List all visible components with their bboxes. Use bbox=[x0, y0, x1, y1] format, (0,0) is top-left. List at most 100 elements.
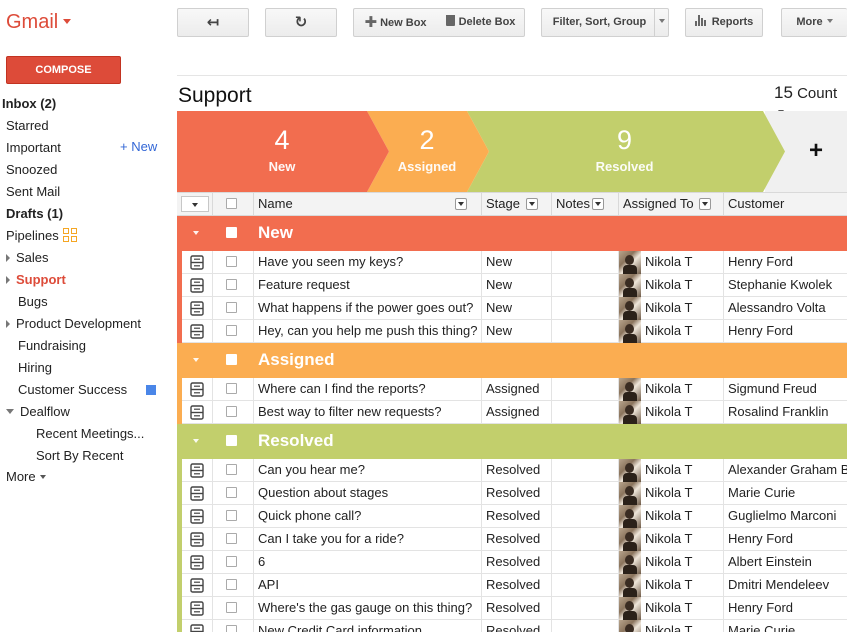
table-row[interactable]: Quick phone call? Resolved Nikola T Gugliel… bbox=[177, 505, 847, 528]
cell-stage[interactable]: Assigned bbox=[482, 401, 552, 424]
row-checkbox[interactable] bbox=[226, 533, 237, 544]
collapse-arrow-icon[interactable] bbox=[193, 439, 199, 443]
cell-stage[interactable]: New bbox=[482, 320, 552, 343]
cell-customer[interactable]: Albert Einstein bbox=[728, 554, 812, 569]
box-icon[interactable] bbox=[190, 509, 204, 524]
row-checkbox[interactable] bbox=[226, 625, 237, 632]
table-row[interactable]: API Resolved Nikola T Dmitri Mendeleev bbox=[177, 574, 847, 597]
table-row[interactable]: Where's the gas gauge on this thing? Reso… bbox=[177, 597, 847, 620]
column-header-name[interactable]: Name bbox=[254, 193, 482, 215]
cell-name[interactable]: What happens if the power goes out? bbox=[254, 297, 482, 320]
cell-assigned-to[interactable]: Nikola T bbox=[619, 274, 724, 297]
cell-assigned-to[interactable]: Nikola T bbox=[619, 401, 724, 424]
row-checkbox[interactable] bbox=[226, 556, 237, 567]
box-icon[interactable] bbox=[190, 301, 204, 316]
cell-stage[interactable]: Resolved bbox=[482, 505, 552, 528]
row-checkbox[interactable] bbox=[226, 602, 237, 613]
cell-customer[interactable]: Henry Ford bbox=[728, 254, 794, 269]
cell-notes[interactable] bbox=[552, 401, 619, 424]
cell-assigned-to[interactable]: Nikola T bbox=[619, 551, 724, 574]
back-button[interactable]: ↤ bbox=[177, 8, 249, 37]
stage-shape-assigned[interactable] bbox=[367, 111, 489, 192]
expand-arrow-icon[interactable] bbox=[6, 276, 10, 284]
table-row[interactable]: What happens if the power goes out? New Ni… bbox=[177, 297, 847, 320]
table-row[interactable]: Best way to filter new requests? Assigned… bbox=[177, 401, 847, 424]
box-icon[interactable] bbox=[190, 405, 204, 420]
cell-assigned-to[interactable]: Nikola T bbox=[619, 320, 724, 343]
nav-snoozed[interactable]: Snoozed bbox=[6, 162, 58, 177]
box-icon[interactable] bbox=[190, 578, 204, 593]
cell-stage[interactable]: Resolved bbox=[482, 551, 552, 574]
collapse-arrow-icon[interactable] bbox=[6, 409, 14, 414]
compose-button[interactable]: COMPOSE bbox=[6, 56, 121, 84]
cell-customer[interactable]: Henry Ford bbox=[728, 600, 794, 615]
add-stage-button[interactable]: + bbox=[809, 137, 824, 164]
cell-name[interactable]: Where's the gas gauge on this thing? bbox=[254, 597, 482, 620]
cell-name[interactable]: API bbox=[254, 574, 482, 597]
cell-notes[interactable] bbox=[552, 505, 619, 528]
cell-assigned-to[interactable]: Nikola T bbox=[619, 597, 724, 620]
table-row[interactable]: Hey, can you help me push this thing? New… bbox=[177, 320, 847, 343]
sidebar-item-hiring[interactable]: Hiring bbox=[18, 360, 52, 375]
cell-customer[interactable]: Stephanie Kwolek bbox=[728, 277, 833, 292]
cell-name[interactable]: Where can I find the reports? bbox=[254, 378, 482, 401]
table-row[interactable]: New Credit Card information Resolved Nikol… bbox=[177, 620, 847, 632]
cell-customer[interactable]: Dmitri Mendeleev bbox=[728, 577, 830, 592]
cell-notes[interactable] bbox=[552, 274, 619, 297]
cell-notes[interactable] bbox=[552, 297, 619, 320]
sidebar-item-bugs[interactable]: Bugs bbox=[18, 294, 48, 309]
sidebar-item-recent-meetings[interactable]: Recent Meetings... bbox=[36, 426, 145, 441]
stage-new[interactable]: 4 New bbox=[187, 111, 377, 192]
column-menu-icon[interactable] bbox=[699, 198, 711, 210]
cell-notes[interactable] bbox=[552, 459, 619, 482]
box-icon[interactable] bbox=[190, 324, 204, 339]
expand-arrow-icon[interactable] bbox=[6, 320, 10, 328]
cell-customer[interactable]: Rosalind Franklin bbox=[728, 404, 829, 419]
sidebar-item-sort-by-recent[interactable]: Sort By Recent bbox=[36, 448, 124, 463]
column-header-notes[interactable]: Notes bbox=[552, 193, 619, 215]
group-header-assigned[interactable]: Assigned bbox=[177, 343, 847, 378]
cell-name[interactable]: New Credit Card information bbox=[254, 620, 482, 632]
cell-notes[interactable] bbox=[552, 574, 619, 597]
group-header-resolved[interactable]: Resolved bbox=[177, 424, 847, 459]
cell-name[interactable]: 6 bbox=[254, 551, 482, 574]
table-row[interactable]: 6 Resolved Nikola T Albert Einstein bbox=[177, 551, 847, 574]
cell-customer[interactable]: Alessandro Volta bbox=[728, 300, 826, 315]
row-checkbox[interactable] bbox=[226, 510, 237, 521]
cell-assigned-to[interactable]: Nikola T bbox=[619, 528, 724, 551]
cell-notes[interactable] bbox=[552, 551, 619, 574]
cell-customer[interactable]: Henry Ford bbox=[728, 531, 794, 546]
cell-notes[interactable] bbox=[552, 528, 619, 551]
cell-name[interactable]: Can you hear me? bbox=[254, 459, 482, 482]
row-checkbox[interactable] bbox=[226, 256, 237, 267]
cell-notes[interactable] bbox=[552, 251, 619, 274]
cell-stage[interactable]: Resolved bbox=[482, 620, 552, 632]
box-icon[interactable] bbox=[190, 255, 204, 270]
select-menu-button[interactable] bbox=[181, 196, 209, 212]
cell-assigned-to[interactable]: Nikola T bbox=[619, 378, 724, 401]
cell-customer[interactable]: Marie Curie bbox=[728, 623, 796, 632]
row-checkbox[interactable] bbox=[226, 579, 237, 590]
collapse-arrow-icon[interactable] bbox=[193, 231, 199, 235]
cell-stage[interactable]: Resolved bbox=[482, 482, 552, 505]
cell-assigned-to[interactable]: Nikola T bbox=[619, 459, 724, 482]
cell-notes[interactable] bbox=[552, 320, 619, 343]
table-row[interactable]: Can I take you for a ride? Resolved Nikola… bbox=[177, 528, 847, 551]
box-icon[interactable] bbox=[190, 278, 204, 293]
table-row[interactable]: Can you hear me? Resolved Nikola T Alexande… bbox=[177, 459, 847, 482]
column-menu-icon[interactable] bbox=[455, 198, 467, 210]
box-icon[interactable] bbox=[190, 601, 204, 616]
group-select-checkbox[interactable] bbox=[226, 227, 237, 238]
table-row[interactable]: Question about stages Resolved Nikola T Mar… bbox=[177, 482, 847, 505]
nav-inbox[interactable]: Inbox (2) bbox=[2, 96, 57, 111]
group-select-checkbox[interactable] bbox=[226, 354, 237, 365]
stage-assigned[interactable]: 2 Assigned bbox=[377, 111, 477, 192]
nav-important[interactable]: Important bbox=[6, 140, 61, 155]
cell-name[interactable]: Feature request bbox=[254, 274, 482, 297]
cell-name[interactable]: Hey, can you help me push this thing? bbox=[254, 320, 482, 343]
nav-pipelines[interactable]: Pipelines bbox=[6, 225, 78, 247]
cell-notes[interactable] bbox=[552, 620, 619, 632]
cell-customer[interactable]: Henry Ford bbox=[728, 323, 794, 338]
sidebar-item-dealflow[interactable]: Dealflow bbox=[6, 401, 70, 423]
cell-stage[interactable]: Assigned bbox=[482, 378, 552, 401]
